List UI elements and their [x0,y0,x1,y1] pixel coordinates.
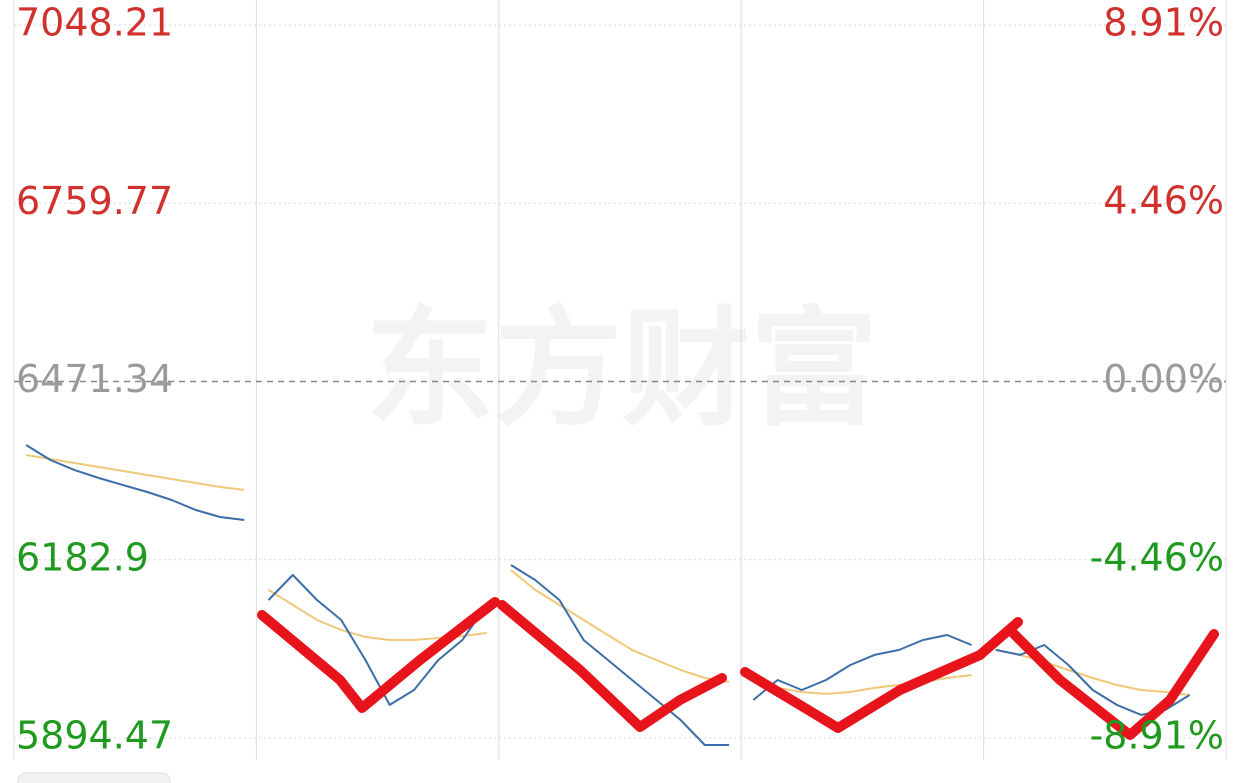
y-tick-label: 6182.9 [16,535,149,579]
bottom-tab [17,772,171,783]
price-line [25,454,1190,696]
y-tick-label: 6759.77 [16,179,173,223]
y2-tick-label: 4.46% [1103,179,1224,223]
annotation-stroke [497,600,727,732]
y2-tick-label: -4.46% [1090,536,1224,580]
y-tick-label: 7048.21 [16,1,173,45]
tick-labels: 7048.21 6759.77 6471.34 6182.9 5894.47 8.91% 4… [16,1,1224,758]
y2-tick-label: 8.91% [1103,1,1224,45]
watermark: 东方财富 [366,295,878,444]
annotation-strokes [257,597,1219,740]
lines [25,444,1191,746]
y-tick-label: 6471.34 [16,357,173,401]
annotation-stroke [740,617,1023,733]
y-tick-label: 5894.47 [16,714,173,758]
grid [13,0,1227,760]
annotation-stroke [257,597,500,713]
y2-tick-label: 0.00% [1103,357,1224,401]
price-line [25,444,1191,746]
annotation-stroke [1005,625,1219,740]
y2-tick-label: -8.91% [1090,714,1224,758]
